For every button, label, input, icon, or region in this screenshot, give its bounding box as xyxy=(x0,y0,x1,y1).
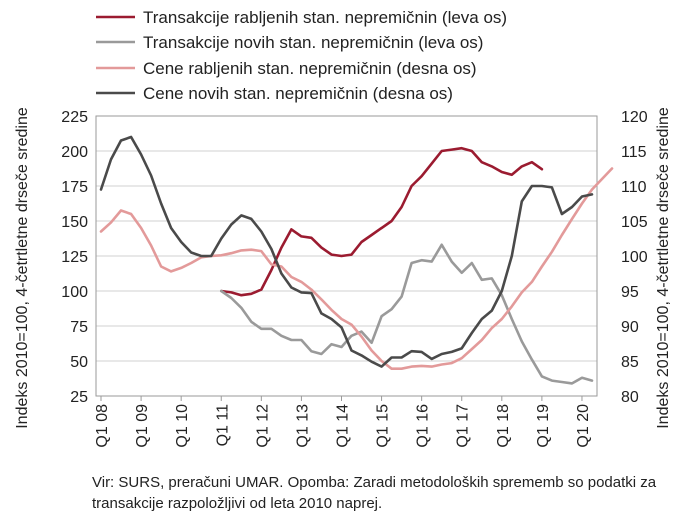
legend-label-3: Cene novih stan. nepremičnin (desna os) xyxy=(143,84,453,103)
right-tick-label-2: 90 xyxy=(621,319,639,336)
series-line-1 xyxy=(220,243,594,385)
x-tick-label-6: Q1 14 xyxy=(334,404,351,448)
x-tick-label-8: Q1 16 xyxy=(415,404,432,448)
right-tick-label-7: 115 xyxy=(621,144,647,161)
series-line-3 xyxy=(99,135,594,368)
plot-frame xyxy=(95,115,598,397)
right-tick-label-4: 100 xyxy=(621,249,648,266)
right-axis-label: Indeks 2010=100, 4-četrtletne drseče sre… xyxy=(655,107,672,429)
x-tick-label-1: Q1 09 xyxy=(134,404,151,448)
right-tick-label-8: 120 xyxy=(621,109,648,126)
source-note: Vir: SURS, preračuni UMAR. Opomba: Zarad… xyxy=(92,474,657,512)
left-tick-label-2: 75 xyxy=(70,319,88,336)
left-axis-label: Indeks 2010=100, 4-četrtletne drseče sre… xyxy=(14,107,31,429)
x-tick-label-0: Q1 08 xyxy=(94,404,111,448)
x-tick-label-10: Q1 18 xyxy=(495,404,512,448)
left-tick-label-1: 50 xyxy=(70,354,88,371)
left-axis-ticks: 25 50 75 100 125 150 175 200 225 xyxy=(61,109,88,406)
series-layer xyxy=(99,135,614,385)
legend-label-1: Transakcije novih stan. nepremičnin (lev… xyxy=(143,33,483,52)
left-tick-label-4: 125 xyxy=(61,249,88,266)
legend-label-0: Transakcije rabljenih stan. nepremičnin … xyxy=(143,8,507,27)
x-tick-label-5: Q1 13 xyxy=(294,404,311,448)
right-tick-label-0: 80 xyxy=(621,389,639,406)
x-axis-ticks: Q1 08 Q1 09 Q1 10 Q1 11 Q1 12 Q1 13 Q1 14 Q1 15… xyxy=(94,396,592,448)
x-tick-label-2: Q1 10 xyxy=(174,404,191,448)
left-tick-label-5: 150 xyxy=(61,214,88,231)
plot-border xyxy=(95,115,598,397)
x-tick-label-3: Q1 11 xyxy=(214,404,231,447)
legend: Transakcije rabljenih stan. nepremičnin … xyxy=(96,8,507,103)
x-tick-label-12: Q1 20 xyxy=(575,404,592,448)
x-tick-label-11: Q1 19 xyxy=(535,404,552,448)
legend-label-2: Cene rabljenih stan. nepremičnin (desna … xyxy=(143,59,477,78)
left-tick-label-8: 225 xyxy=(61,109,88,126)
right-axis-ticks: 80 85 90 95 100 105 110 115 120 xyxy=(621,109,648,406)
x-tick-label-7: Q1 15 xyxy=(375,404,392,448)
left-tick-label-3: 100 xyxy=(61,284,88,301)
right-tick-label-5: 105 xyxy=(621,214,648,231)
left-tick-label-6: 175 xyxy=(61,179,88,196)
left-tick-label-0: 25 xyxy=(70,389,88,406)
right-tick-label-6: 110 xyxy=(621,179,647,196)
left-tick-label-7: 200 xyxy=(61,144,88,161)
series-line-2 xyxy=(99,167,614,371)
x-tick-label-9: Q1 17 xyxy=(455,404,472,448)
x-tick-label-4: Q1 12 xyxy=(254,404,271,448)
series-line-0 xyxy=(220,146,544,297)
right-tick-label-1: 85 xyxy=(621,354,639,371)
right-tick-label-3: 95 xyxy=(621,284,639,301)
